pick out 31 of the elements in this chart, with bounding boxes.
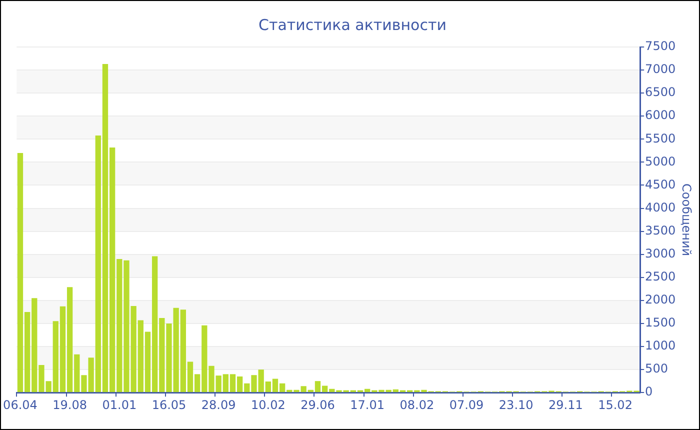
y-tick-label: 5000 xyxy=(645,154,676,168)
x-tick-label: 01.01 xyxy=(102,398,137,412)
y-tick-label: 4000 xyxy=(645,200,676,214)
x-tick-label: 17.01 xyxy=(350,398,385,412)
x-tick-label: 29.11 xyxy=(548,398,583,412)
x-tick-label: 06.04 xyxy=(3,398,38,412)
x-tick-label: 10.02 xyxy=(250,398,286,412)
x-tick-label: 28.09 xyxy=(201,398,236,412)
chart-title: Статистика активности xyxy=(258,16,446,34)
y-tick-label: 6000 xyxy=(645,108,676,122)
y-tick-label: 7000 xyxy=(645,62,676,76)
y-tick-label: 2000 xyxy=(645,292,676,307)
x-tick-label: 23.10 xyxy=(498,398,534,412)
y-tick-label: 6500 xyxy=(645,85,676,100)
y-tick-label: 500 xyxy=(645,362,668,376)
y-axis-title: Сообщений xyxy=(680,184,694,256)
y-tick-label: 1500 xyxy=(645,316,676,330)
y-tick-label: 3500 xyxy=(645,223,676,238)
y-tick-label: 2500 xyxy=(645,270,676,284)
y-tick-label: 1000 xyxy=(645,338,676,353)
y-tick-label: 0 xyxy=(645,384,653,399)
x-tick-label: 08.02 xyxy=(400,398,434,412)
y-tick-label: 7500 xyxy=(645,39,676,54)
x-tick-label: 19.08 xyxy=(52,398,87,412)
y-tick-label: 3000 xyxy=(645,246,676,260)
x-tick-label: 29.06 xyxy=(300,398,335,412)
y-tick-label: 4500 xyxy=(645,177,676,192)
x-tick-label: 15.02 xyxy=(598,398,632,412)
x-tick-label: 16.05 xyxy=(152,398,186,412)
x-tick-label: 07.09 xyxy=(449,398,484,412)
y-tick-label: 5500 xyxy=(645,131,676,146)
